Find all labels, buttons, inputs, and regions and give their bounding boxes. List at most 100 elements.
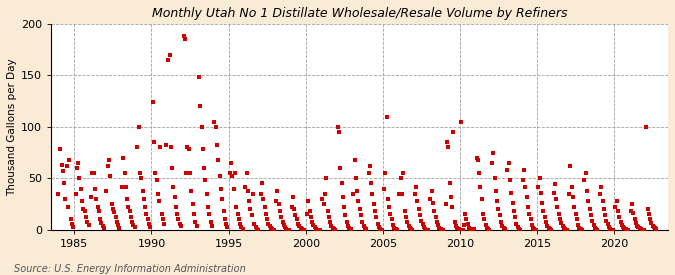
Point (623, 228, 634, 232)
Point (265, 224, 275, 228)
Point (138, 197, 149, 201)
Point (191, 224, 202, 228)
Point (338, 195, 348, 199)
Point (571, 217, 582, 222)
Point (531, 228, 541, 232)
Point (564, 192, 574, 196)
Point (60, 197, 71, 201)
Point (484, 228, 495, 232)
Point (466, 228, 477, 232)
Point (238, 227, 248, 231)
Point (290, 213, 301, 218)
Point (443, 145, 454, 150)
Point (575, 227, 586, 231)
Point (363, 171, 374, 175)
Point (184, 147, 194, 152)
Point (587, 218, 597, 223)
Point (650, 226, 661, 230)
Point (78, 207, 88, 211)
Point (288, 195, 298, 199)
Point (114, 226, 125, 230)
Point (592, 228, 603, 232)
Point (427, 188, 437, 193)
Point (446, 195, 456, 199)
Point (55, 147, 65, 152)
Point (322, 209, 333, 213)
Point (111, 219, 122, 224)
Point (614, 215, 624, 220)
Point (491, 188, 502, 193)
Point (542, 224, 553, 228)
Point (196, 125, 207, 129)
Point (400, 215, 411, 220)
Point (72, 166, 82, 170)
Point (398, 171, 408, 175)
Point (275, 209, 286, 213)
Point (541, 219, 551, 224)
Point (286, 205, 297, 209)
Point (194, 75, 205, 80)
Point (326, 224, 337, 228)
Point (310, 227, 321, 231)
Point (389, 226, 400, 230)
Point (533, 184, 543, 189)
Point (543, 226, 554, 230)
Point (568, 195, 578, 199)
Point (555, 217, 566, 222)
Point (256, 181, 267, 186)
Point (246, 213, 257, 218)
Point (105, 174, 115, 178)
Point (168, 184, 179, 189)
Point (618, 224, 628, 229)
Point (159, 221, 169, 226)
Point (202, 205, 213, 209)
Point (201, 192, 212, 196)
Point (494, 213, 505, 218)
Point (526, 222, 537, 227)
Point (379, 186, 389, 191)
Point (214, 174, 225, 178)
Point (535, 191, 546, 195)
Point (512, 224, 523, 229)
Point (303, 199, 314, 203)
Point (397, 192, 408, 196)
Point (354, 207, 365, 211)
Point (634, 226, 645, 230)
Point (515, 228, 526, 232)
Point (185, 171, 196, 175)
Point (420, 227, 431, 231)
Point (205, 219, 216, 224)
Point (487, 161, 497, 165)
Point (101, 188, 112, 193)
Point (132, 145, 142, 150)
Point (404, 226, 415, 230)
Point (595, 192, 605, 196)
Point (158, 217, 169, 222)
Point (416, 218, 427, 223)
Point (589, 226, 600, 230)
Point (468, 227, 479, 231)
Point (236, 224, 247, 229)
Point (294, 224, 304, 228)
Point (145, 224, 156, 229)
Point (95, 217, 105, 222)
Point (478, 212, 489, 216)
Point (339, 205, 350, 209)
Point (448, 130, 459, 134)
Point (174, 221, 185, 226)
Point (579, 178, 590, 183)
Point (153, 192, 163, 196)
Point (330, 228, 341, 232)
Point (574, 226, 585, 230)
Point (171, 205, 182, 209)
Point (506, 191, 516, 195)
Point (489, 176, 500, 180)
Point (612, 199, 622, 203)
Point (272, 188, 283, 193)
Point (450, 219, 460, 224)
Point (126, 215, 136, 220)
Point (151, 178, 162, 183)
Point (456, 119, 466, 124)
Point (276, 215, 287, 220)
Point (375, 227, 385, 231)
